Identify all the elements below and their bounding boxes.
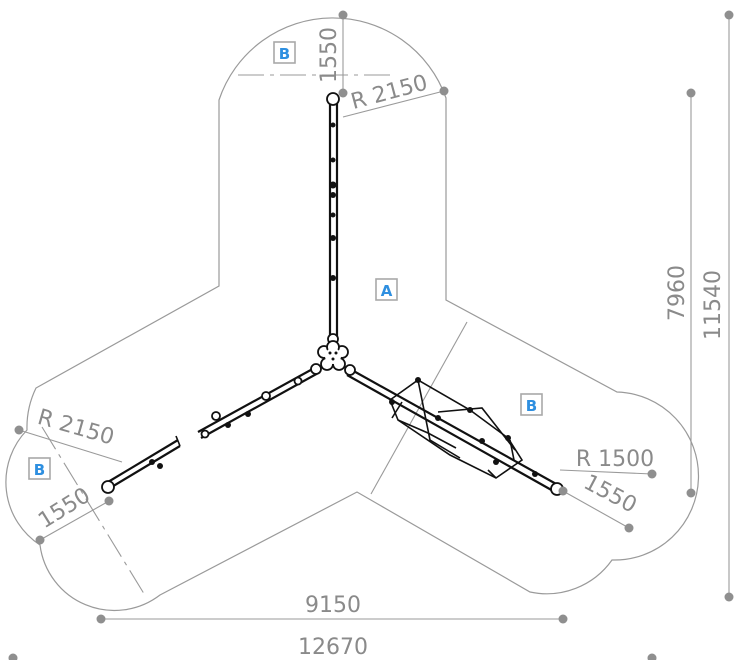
top-arm-node (329, 181, 337, 189)
right-radius-dim-line (559, 469, 653, 475)
top-arm-node (330, 275, 336, 281)
right-arm-node (479, 438, 485, 444)
right-radius-dim: R 1500 (576, 447, 654, 472)
dim-point (647, 653, 657, 660)
dim-point (8, 653, 18, 660)
left-arm-node (157, 463, 163, 469)
zone-b-top-label: B (279, 45, 290, 63)
climbing-structure (101, 92, 564, 496)
right-arm-node (505, 435, 511, 441)
right-offset-dim-line (562, 490, 630, 529)
left-arm-node (225, 422, 231, 428)
right-arm-node (435, 415, 441, 421)
zone-b-left-label: B (34, 461, 45, 479)
inner-height-dim: 7960 (665, 265, 690, 321)
right-arm-node (467, 407, 473, 413)
left-arm-handle (175, 435, 181, 447)
dim-point (558, 614, 568, 624)
zone-b-left-badge: B (28, 457, 51, 480)
top-arm-node (330, 192, 336, 198)
dim-point (338, 10, 348, 20)
dim-point (338, 88, 348, 98)
top-arm-node (330, 235, 336, 241)
zone-b-right-badge: B (520, 393, 543, 416)
dim-point (724, 10, 734, 20)
left-arm-end-post (101, 480, 115, 494)
left-arm-node (149, 459, 155, 465)
top-arm-node (330, 122, 336, 128)
left-arm-mid-post (261, 391, 271, 401)
top-arm-node (330, 157, 336, 163)
left-end-rail-upper (107, 439, 179, 483)
dim-point (558, 486, 568, 496)
left-end-rail-lower (109, 445, 181, 489)
left-radius-dim-line (18, 429, 123, 463)
left-arm-rail-upper (197, 365, 319, 433)
zone-b-top-badge: B (273, 41, 296, 64)
dim-point (624, 523, 634, 533)
zone-a-label: A (381, 282, 393, 300)
overall-height-dim: 11540 (701, 270, 726, 340)
left-arm-node (245, 411, 251, 417)
overall-width-dim: 12670 (298, 635, 368, 660)
central-hub (317, 340, 349, 371)
right-arm-node (493, 459, 499, 465)
left-arm-mid-post (211, 411, 221, 421)
right-offset-dim: 1550 (579, 470, 640, 518)
left-offset-dim-line (39, 500, 110, 541)
dim-point (686, 88, 696, 98)
dim-point (104, 496, 114, 506)
top-radius-dim-line (342, 90, 445, 118)
dim-point (724, 592, 734, 602)
inner-width-dim: 9150 (305, 593, 361, 618)
right-arm-node (415, 377, 421, 383)
left-arm-mid-post (293, 376, 303, 386)
right-arm-rail-lower (346, 374, 556, 493)
top-arm-end-post (326, 92, 340, 106)
right-arm-rail-upper (349, 368, 559, 486)
right-arm-base-post (344, 364, 356, 376)
left-arm-post (200, 429, 210, 439)
left-arm-base-post (310, 363, 322, 375)
dim-point (14, 425, 24, 435)
zone-divider-left (41, 426, 147, 598)
right-arm-node (532, 471, 538, 477)
zone-a-badge: A (375, 278, 398, 301)
top-radius-dim: R 2150 (348, 71, 430, 115)
right-arm-net-frame (389, 379, 524, 479)
dim-point (439, 86, 449, 96)
top-offset-dim: 1550 (317, 27, 342, 83)
top-arm-node (330, 212, 336, 218)
zone-b-right-label: B (526, 397, 537, 415)
safety-zone-outline (5, 17, 700, 612)
dim-point (686, 488, 696, 498)
left-radius-dim: R 2150 (35, 405, 117, 451)
dim-point (96, 614, 106, 624)
dim-point (647, 469, 657, 479)
dim-point (35, 535, 45, 545)
right-arm-node (389, 399, 395, 405)
